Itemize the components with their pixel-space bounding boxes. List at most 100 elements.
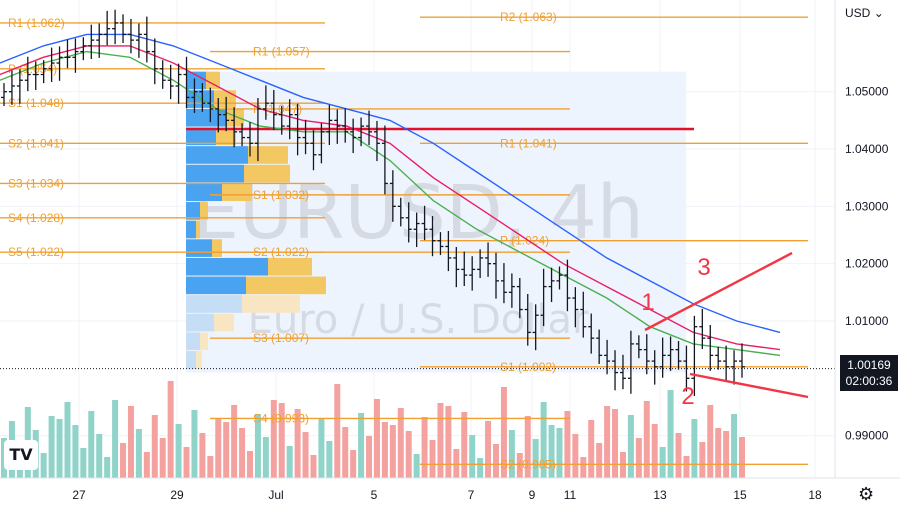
- volume-bar: [627, 415, 634, 478]
- profile-bar-sell: [216, 127, 236, 146]
- volume-bar: [239, 428, 246, 478]
- last-price-badge: 1.00169 02:00:36: [840, 355, 898, 391]
- tradingview-logo[interactable]: TV: [4, 440, 38, 470]
- profile-bar-buy: [186, 146, 248, 164]
- pivot-label: S1 (1.032): [253, 188, 309, 202]
- pivot-label: S3 (1.007): [253, 331, 309, 345]
- volume-bar: [739, 437, 745, 478]
- currency-selector[interactable]: USD ⌄: [845, 6, 884, 20]
- volume-bar: [477, 458, 484, 478]
- volume-bar: [294, 409, 301, 478]
- volume-bar: [413, 454, 420, 478]
- profile-bar-sell: [244, 164, 290, 183]
- volume-bar: [405, 431, 412, 478]
- volume-bar: [485, 421, 492, 478]
- profile-bar-sell: [226, 108, 244, 127]
- pivot-label: S2 (0.985): [500, 457, 556, 471]
- volume-bar: [48, 416, 55, 478]
- profile-bar-sell: [196, 351, 202, 369]
- date-tick-label: 15: [733, 488, 747, 502]
- volume-bar: [223, 422, 230, 478]
- profile-bar-sell: [222, 183, 252, 202]
- volume-bar: [604, 406, 611, 478]
- volume-bar: [643, 401, 650, 478]
- volume-bar: [659, 447, 666, 478]
- volume-bar: [350, 450, 357, 478]
- moving-average-line: [0, 45, 781, 351]
- lower-trend-line: [689, 372, 809, 399]
- profile-bar-sell: [196, 220, 200, 239]
- volume-bar: [191, 410, 198, 478]
- annotation-1: 1: [641, 289, 654, 316]
- volume-bar: [540, 402, 547, 478]
- time-axis[interactable]: [0, 478, 835, 510]
- volume-bar: [254, 414, 261, 478]
- volume-bar: [318, 418, 325, 478]
- profile-bar-sell: [248, 146, 288, 164]
- volume-bar: [270, 400, 277, 478]
- volume-bar: [96, 434, 103, 478]
- profile-bar-buy: [186, 295, 242, 313]
- volume-bar: [619, 452, 626, 478]
- pivot-label: S4 (0.993): [253, 411, 309, 425]
- profile-bar-sell: [206, 71, 220, 90]
- pivot-label: S5 (1.022): [8, 245, 64, 259]
- volume-bar: [143, 452, 150, 478]
- volume-bar: [262, 437, 269, 478]
- volume-bar: [358, 413, 365, 478]
- volume-bar: [612, 409, 619, 478]
- volume-bar: [548, 425, 555, 478]
- volume-bar: [64, 402, 71, 478]
- volume-bar: [310, 455, 317, 478]
- price-axis[interactable]: [835, 0, 900, 478]
- volume-bar: [651, 424, 658, 478]
- profile-bar-buy: [186, 183, 222, 202]
- session-range-box: [186, 71, 686, 373]
- volume-bar: [500, 387, 507, 478]
- date-tick-label: 9: [529, 488, 536, 502]
- pivot-label: R1 (1.062): [8, 16, 65, 30]
- volume-bar: [112, 400, 119, 478]
- volume-bar: [159, 438, 166, 478]
- volume-bar: [334, 384, 341, 478]
- date-tick-label: 18: [808, 488, 822, 502]
- profile-bar-buy: [186, 220, 196, 239]
- price-tick-label: 1.04000: [845, 142, 889, 156]
- date-tick-label: 27: [72, 488, 86, 502]
- profile-bar-buy: [186, 313, 214, 332]
- volume-bar: [524, 416, 531, 478]
- profile-bar-sell: [242, 295, 300, 313]
- profile-bar-buy: [186, 239, 212, 257]
- profile-bar-sell: [200, 332, 208, 351]
- volume-bar: [469, 435, 476, 478]
- pivot-label: S2 (1.022): [253, 245, 309, 259]
- profile-bar-buy: [186, 71, 206, 90]
- gear-icon[interactable]: ⚙: [858, 484, 875, 504]
- volume-bar: [572, 434, 579, 478]
- last-price-value: 1.00169: [847, 358, 891, 372]
- bar-countdown: 02:00:36: [845, 374, 893, 388]
- volume-bar: [421, 417, 428, 478]
- volume-bar: [302, 432, 309, 478]
- volume-bar: [683, 456, 690, 478]
- date-tick-label: 7: [468, 488, 475, 502]
- volume-bar: [516, 453, 523, 478]
- volume-bar: [183, 447, 190, 478]
- volume-bar: [437, 403, 444, 478]
- volume-bar: [445, 406, 452, 478]
- volume-bar: [675, 433, 682, 478]
- price-tick-label: 1.02000: [845, 257, 889, 271]
- volume-bar: [691, 419, 698, 478]
- currency-label: USD: [845, 6, 871, 20]
- profile-bar-buy: [186, 108, 226, 127]
- date-tick-label: Jul: [268, 488, 283, 502]
- volume-bar: [532, 439, 539, 478]
- price-tick-label: 1.01000: [845, 314, 889, 328]
- volume-bar: [508, 430, 515, 478]
- profile-bar-sell: [214, 90, 236, 108]
- volume-bar: [453, 449, 460, 478]
- volume-bar: [199, 433, 206, 478]
- volume-bar: [175, 424, 182, 478]
